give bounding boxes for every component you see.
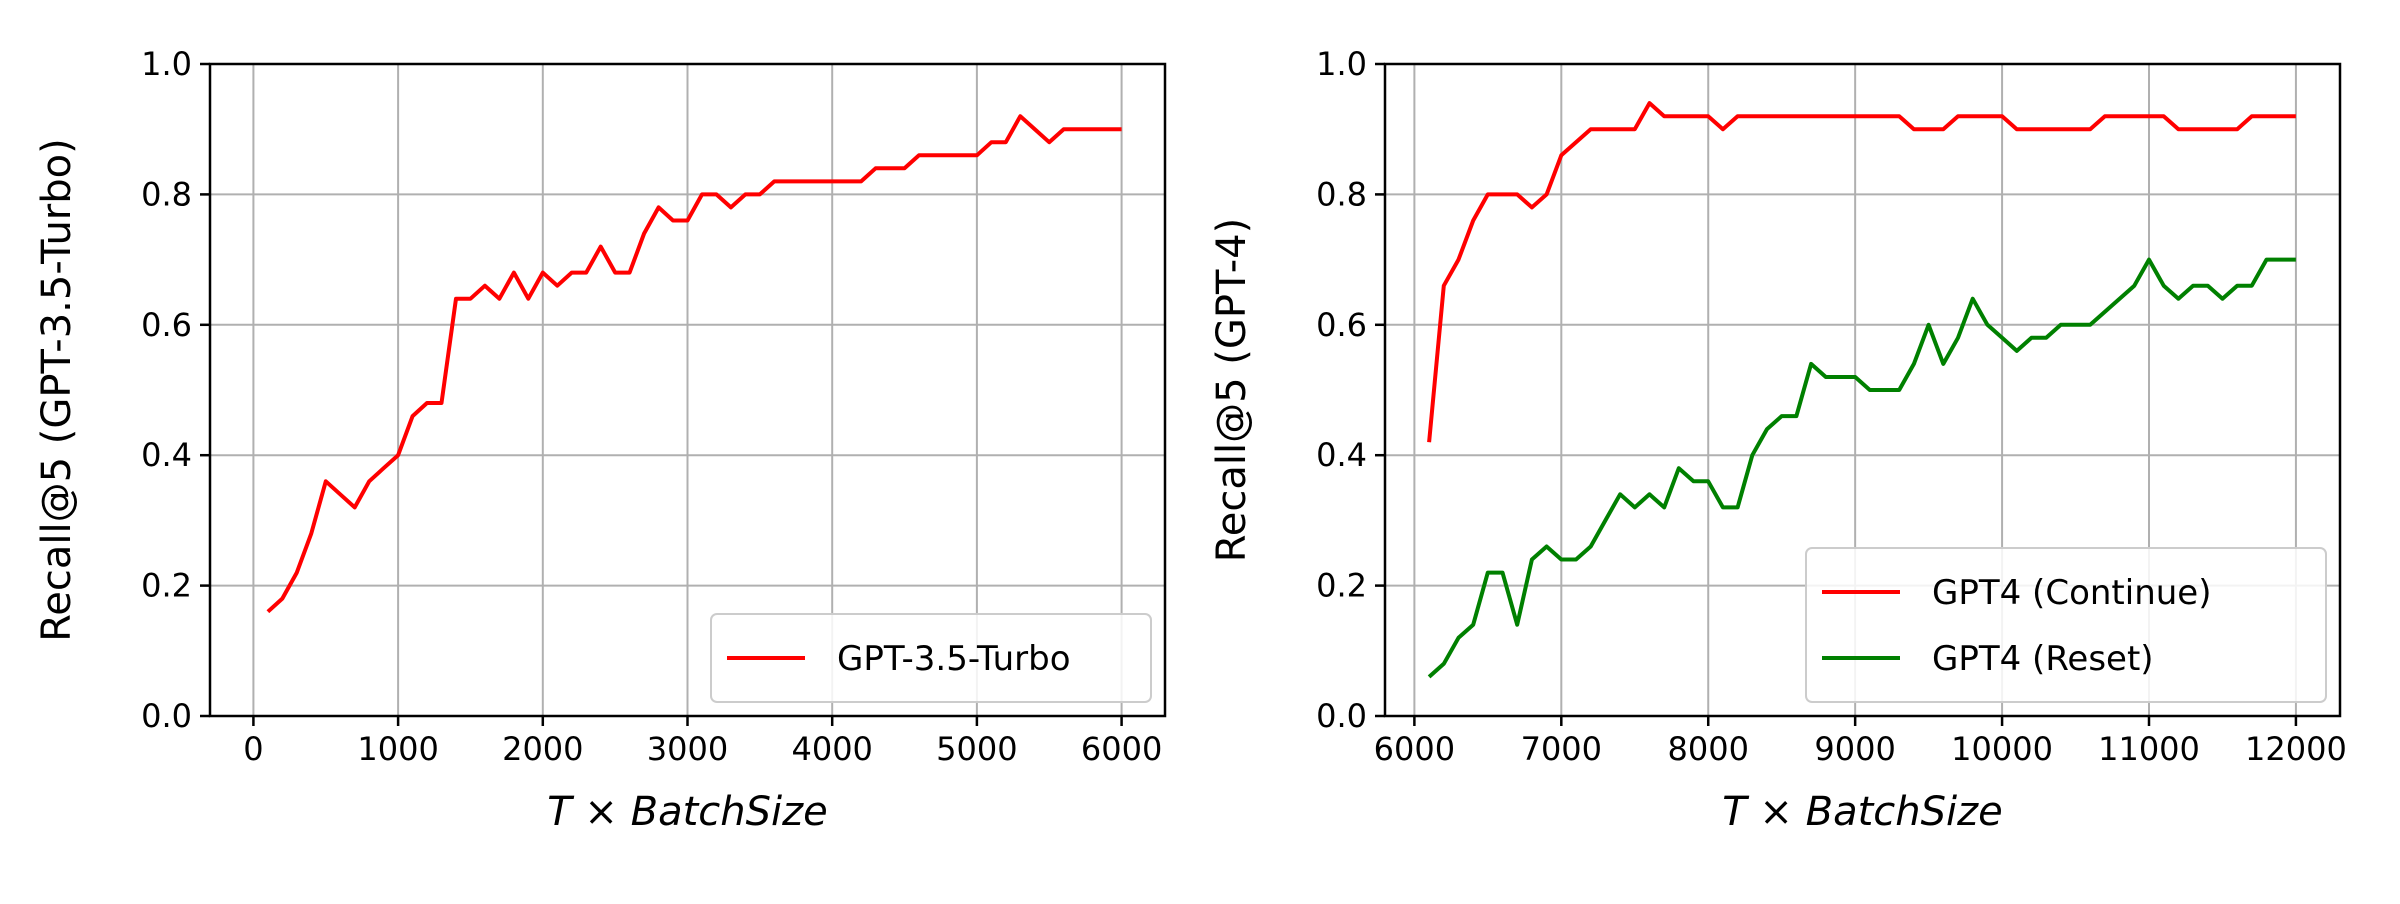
x-tick-label: 6000 <box>1374 730 1455 768</box>
x-tick-label: 11000 <box>2098 730 2200 768</box>
legend: GPT4 (Continue) GPT4 (Reset) <box>1805 547 2327 703</box>
chart-panel-1: 0 1000 2000 3000 4000 5000 6000 0.0 0.2 0.4 0.6 0.8… <box>34 45 1167 835</box>
x-tick-label: 0 <box>243 730 263 768</box>
legend: GPT-3.5-Turbo <box>710 613 1152 703</box>
x-tick-label: 1000 <box>357 730 438 768</box>
x-tick-label: 3000 <box>647 730 728 768</box>
x-tick-label: 8000 <box>1668 730 1749 768</box>
series-line-1 <box>266 114 1122 614</box>
y-axis-title: Recall@5 (GPT-3.5-Turbo) <box>34 138 80 641</box>
legend-label-2: GPT4 (Reset) <box>1932 639 2154 679</box>
y-tick-label: 1.0 <box>1316 45 1367 83</box>
y-tick-label: 0.2 <box>141 567 192 605</box>
legend-label-1: GPT-3.5-Turbo <box>837 639 1071 679</box>
legend-box <box>1805 547 2327 703</box>
x-tick-label: 6000 <box>1081 730 1162 768</box>
x-axis-title: T × BatchSize <box>547 789 827 835</box>
y-tick-label: 0.8 <box>1316 175 1367 213</box>
series-line-1 <box>1427 101 2296 443</box>
y-tick-label: 0.2 <box>1316 567 1367 605</box>
legend-label-1: GPT4 (Continue) <box>1932 573 2211 613</box>
y-tick-label: 0.8 <box>141 175 192 213</box>
x-tick-label: 12000 <box>2245 730 2347 768</box>
x-axis-title: T × BatchSize <box>1722 789 2002 835</box>
y-tick-label: 1.0 <box>141 45 192 83</box>
x-tick-label: 2000 <box>502 730 583 768</box>
chart-panel-2: 6000 7000 8000 9000 10000 11000 12000 0.0 0.2 0.4… <box>1209 45 2347 835</box>
x-tick-label: 7000 <box>1521 730 1602 768</box>
x-tick-label: 9000 <box>1814 730 1895 768</box>
x-tick-label: 10000 <box>1951 730 2053 768</box>
y-axis-title: Recall@5 (GPT-4) <box>1209 218 1255 562</box>
x-tick-label: 4000 <box>791 730 872 768</box>
legend-box <box>710 613 1152 703</box>
y-tick-label: 0.4 <box>141 436 192 474</box>
y-tick-label: 0.6 <box>1316 306 1367 344</box>
axes-frame <box>1383 62 2342 718</box>
y-tick-label: 0.0 <box>141 697 192 735</box>
y-tick-label: 0.0 <box>1316 697 1367 735</box>
x-tick-label: 5000 <box>936 730 1017 768</box>
series-line-2 <box>1427 257 2296 679</box>
y-tick-label: 0.6 <box>141 306 192 344</box>
y-tick-label: 0.4 <box>1316 436 1367 474</box>
